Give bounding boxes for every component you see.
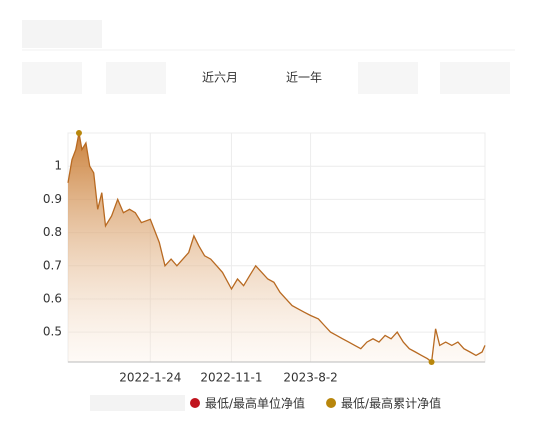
y-tick-label: 0.6	[43, 291, 62, 305]
tab[interactable]: 近一年	[286, 71, 322, 85]
blurred-legend	[90, 395, 185, 411]
y-tick-label: 1	[54, 159, 62, 173]
blurred-header	[22, 20, 102, 48]
y-tick-label: 0.5	[43, 325, 62, 339]
x-tick-label: 2022-1-24	[119, 371, 181, 385]
blurred-tab[interactable]	[440, 62, 510, 94]
legend-label: 最低/最高单位净值	[205, 396, 305, 411]
tab[interactable]: 近六月	[202, 71, 238, 85]
legend-dot	[190, 398, 200, 408]
legend-dot	[326, 398, 337, 408]
area-fill	[68, 133, 485, 362]
nav-line	[67, 132, 486, 364]
blurred-tab[interactable]	[106, 62, 166, 94]
blurred-tab[interactable]	[22, 62, 82, 94]
y-tick-label: 0.9	[43, 192, 62, 206]
blurred-tab[interactable]	[358, 62, 418, 94]
y-tick-label: 0.8	[43, 225, 62, 239]
legend-label: 最低/最高累计净值	[341, 396, 441, 411]
extreme-marker	[428, 359, 435, 365]
y-tick-label: 0.7	[43, 258, 62, 272]
extreme-marker	[75, 130, 82, 136]
x-tick-label: 2022-11-1	[200, 371, 262, 385]
x-tick-label: 2023-8-2	[283, 371, 337, 385]
